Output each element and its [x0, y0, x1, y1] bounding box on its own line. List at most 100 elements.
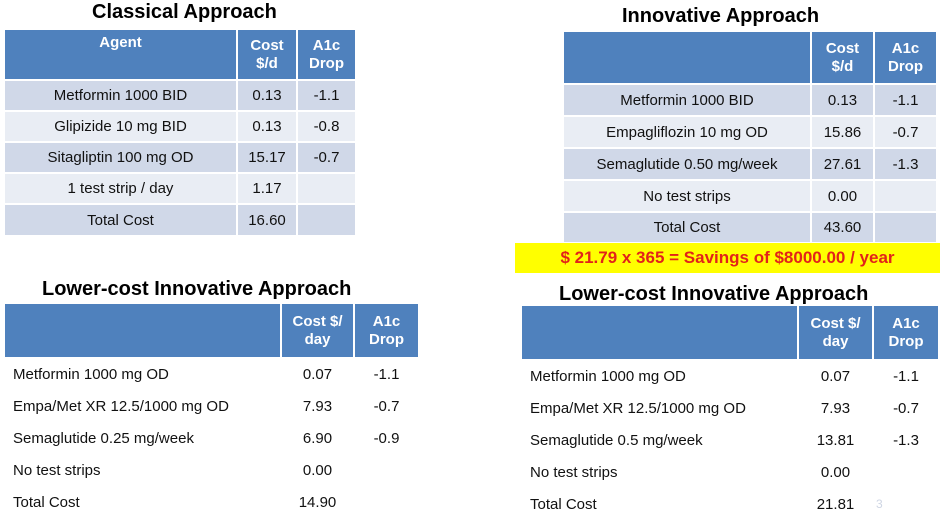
cost-cell: 0.13 — [811, 83, 875, 116]
total-cost: 21.81 — [798, 487, 874, 520]
total-row: Total Cost 14.90 — [5, 485, 418, 518]
agent-cell: Semaglutide 0.50 mg/week — [564, 147, 812, 180]
table-row: Metformin 1000 mg OD 0.07 -1.1 — [522, 359, 938, 392]
cost-cell: 0.07 — [281, 357, 355, 390]
lower-cost-right-table: Cost $/ day A1c Drop Metformin 1000 mg O… — [522, 306, 938, 520]
header-agent — [564, 32, 812, 84]
total-row: Total Cost 16.60 — [5, 203, 355, 235]
cost-cell: 27.61 — [811, 147, 875, 180]
table-header-row: Cost $/ day A1c Drop — [522, 306, 938, 360]
cost-cell: 1.17 — [237, 172, 298, 204]
cost-cell: 15.17 — [237, 141, 298, 173]
classical-approach-table: Agent Cost $/d A1c Drop Metformin 1000 B… — [5, 30, 355, 235]
total-label: Total Cost — [5, 203, 238, 235]
a1c-cell: -1.1 — [354, 357, 418, 390]
agent-cell: Empa/Met XR 12.5/1000 mg OD — [5, 389, 282, 422]
table-row: Semaglutide 0.25 mg/week 6.90 -0.9 — [5, 421, 418, 454]
table-header-row: Agent Cost $/d A1c Drop — [5, 30, 355, 80]
cost-cell: 0.00 — [811, 179, 875, 212]
a1c-cell — [354, 485, 418, 518]
header-cost: Cost $/ day — [281, 304, 355, 358]
classical-approach-title: Classical Approach — [92, 1, 277, 23]
total-cost: 16.60 — [237, 203, 298, 235]
total-cost: 43.60 — [811, 211, 875, 242]
agent-cell: Metformin 1000 mg OD — [5, 357, 282, 390]
header-cost: Cost $/d — [811, 32, 875, 84]
a1c-cell: -0.7 — [874, 115, 936, 148]
cost-cell: 13.81 — [798, 423, 874, 456]
a1c-cell — [354, 453, 418, 486]
total-row: Total Cost 43.60 — [564, 211, 936, 242]
agent-cell: Metformin 1000 mg OD — [522, 359, 799, 392]
a1c-cell: -0.8 — [297, 110, 355, 142]
cost-cell: 0.00 — [281, 453, 355, 486]
cost-cell: 0.07 — [798, 359, 874, 392]
a1c-cell — [874, 179, 936, 212]
innovative-approach-title: Innovative Approach — [622, 5, 820, 27]
a1c-cell: -0.7 — [354, 389, 418, 422]
lower-cost-left-title: Lower-cost Innovative Approach — [42, 278, 352, 300]
header-cost: Cost $/ day — [798, 306, 874, 360]
a1c-cell: -1.1 — [874, 83, 936, 116]
a1c-cell: -1.3 — [874, 147, 936, 180]
header-a1c-drop: A1c Drop — [354, 304, 418, 358]
total-label: Total Cost — [522, 487, 799, 520]
table-row: Semaglutide 0.5 mg/week 13.81 -1.3 — [522, 423, 938, 456]
a1c-cell — [297, 203, 355, 235]
table-row: Empa/Met XR 12.5/1000 mg OD 7.93 -0.7 — [522, 391, 938, 424]
agent-cell: Glipizide 10 mg BID — [5, 110, 238, 142]
agent-cell: Sitagliptin 100 mg OD — [5, 141, 238, 173]
a1c-cell — [873, 487, 938, 520]
cost-cell: 0.13 — [237, 79, 298, 111]
agent-cell: No test strips — [5, 453, 282, 486]
a1c-cell: -1.1 — [873, 359, 938, 392]
cost-cell: 15.86 — [811, 115, 875, 148]
a1c-cell: -0.7 — [873, 391, 938, 424]
table-row: Empa/Met XR 12.5/1000 mg OD 7.93 -0.7 — [5, 389, 418, 422]
table-row: Semaglutide 0.50 mg/week 27.61 -1.3 — [564, 147, 936, 180]
table-row: Metformin 1000 BID 0.13 -1.1 — [564, 83, 936, 116]
header-agent — [522, 306, 799, 360]
a1c-cell — [874, 211, 936, 242]
a1c-cell — [873, 455, 938, 488]
agent-cell: Semaglutide 0.5 mg/week — [522, 423, 799, 456]
savings-banner: $ 21.79 x 365 = Savings of $8000.00 / ye… — [515, 243, 940, 273]
total-row: Total Cost 21.81 — [522, 487, 938, 520]
table-row: No test strips 0.00 — [564, 179, 936, 212]
table-row: Metformin 1000 mg OD 0.07 -1.1 — [5, 357, 418, 390]
header-a1c-drop: A1c Drop — [297, 30, 355, 80]
table-row: Empagliflozin 10 mg OD 15.86 -0.7 — [564, 115, 936, 148]
table-row: No test strips 0.00 — [522, 455, 938, 488]
lower-cost-right-title: Lower-cost Innovative Approach — [559, 283, 869, 305]
agent-cell: Metformin 1000 BID — [5, 79, 238, 111]
table-row: 1 test strip / day 1.17 — [5, 172, 355, 204]
agent-cell: Empa/Met XR 12.5/1000 mg OD — [522, 391, 799, 424]
a1c-cell: -1.3 — [873, 423, 938, 456]
table-row: Glipizide 10 mg BID 0.13 -0.8 — [5, 110, 355, 142]
agent-cell: Metformin 1000 BID — [564, 83, 812, 116]
lower-cost-left-table: Cost $/ day A1c Drop Metformin 1000 mg O… — [5, 304, 418, 518]
header-a1c-drop: A1c Drop — [873, 306, 938, 360]
a1c-cell — [297, 172, 355, 204]
cost-cell: 0.00 — [798, 455, 874, 488]
cost-cell: 6.90 — [281, 421, 355, 454]
agent-cell: Semaglutide 0.25 mg/week — [5, 421, 282, 454]
total-cost: 14.90 — [281, 485, 355, 518]
agent-cell: Empagliflozin 10 mg OD — [564, 115, 812, 148]
a1c-cell: -0.7 — [297, 141, 355, 173]
page-number: 3 — [876, 497, 883, 511]
agent-cell: No test strips — [522, 455, 799, 488]
agent-cell: 1 test strip / day — [5, 172, 238, 204]
header-agent: Agent — [5, 30, 238, 80]
header-agent — [5, 304, 282, 358]
header-a1c-drop: A1c Drop — [874, 32, 936, 84]
a1c-cell: -0.9 — [354, 421, 418, 454]
table-header-row: Cost $/d A1c Drop — [564, 32, 936, 84]
cost-cell: 0.13 — [237, 110, 298, 142]
agent-cell: No test strips — [564, 179, 812, 212]
table-row: Metformin 1000 BID 0.13 -1.1 — [5, 79, 355, 111]
total-label: Total Cost — [5, 485, 282, 518]
total-label: Total Cost — [564, 211, 812, 242]
header-cost: Cost $/d — [237, 30, 298, 80]
table-header-row: Cost $/ day A1c Drop — [5, 304, 418, 358]
